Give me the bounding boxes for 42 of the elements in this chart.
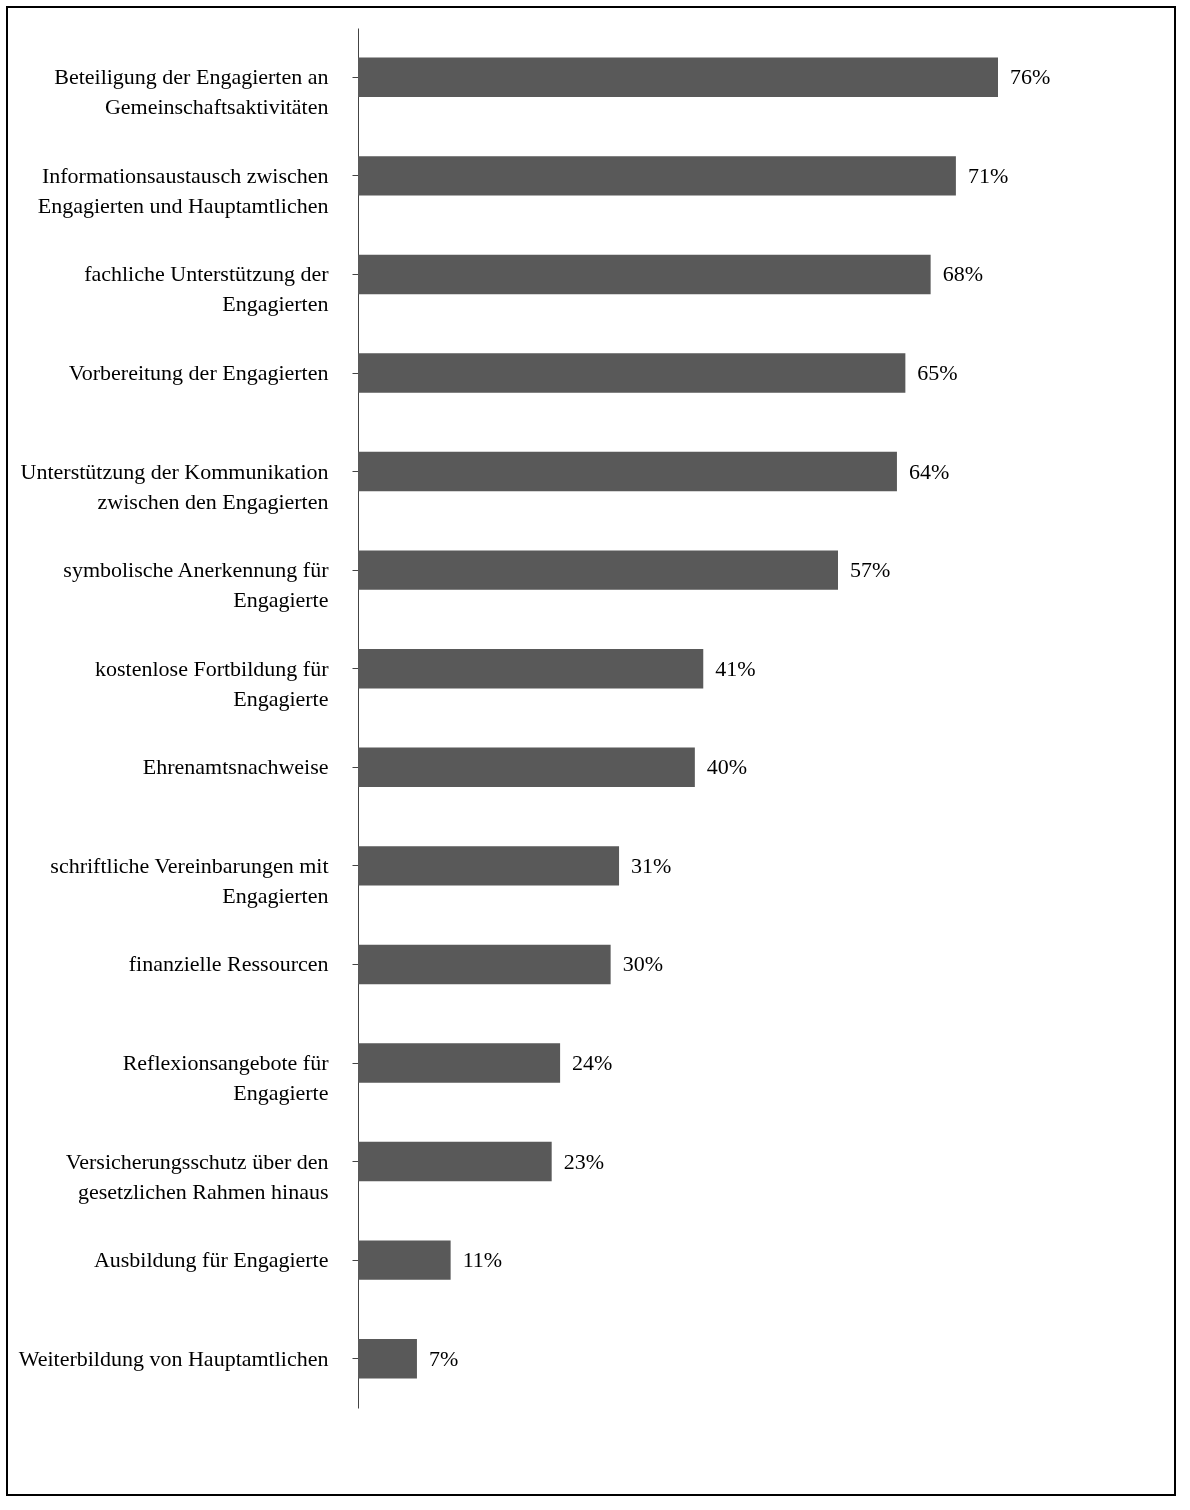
y-tick-label: Weiterbildung von Hauptamtlichen [18, 1345, 329, 1371]
data-label: 65% [917, 360, 958, 385]
bar [358, 944, 611, 985]
bar [358, 1043, 561, 1083]
bar [358, 550, 838, 590]
bar [358, 156, 956, 196]
data-label: 68% [942, 261, 983, 287]
y-tick-label: Reflexionsangebote für Engagierte [122, 1050, 330, 1105]
y-tick-label: Unterstützung der Kommunikation zwischen den Engagierten [20, 458, 329, 514]
bar [358, 649, 704, 689]
y-tick-label: schriftliche Vereinbarungen mit Engagierten [50, 852, 329, 908]
data-label: 24% [572, 1050, 613, 1075]
bar [358, 451, 897, 492]
data-label: 23% [563, 1148, 605, 1174]
y-tick-label: Informationsaustausch zwischen Engagierten und Hauptamtlichen [37, 162, 329, 218]
bar [358, 1240, 451, 1280]
y-tick-label: Beteiligung der Engagierten an Gemeinschaftsaktivitäten [54, 64, 329, 120]
y-tick-label: Versicherungsschutz über den gesetzlichen Rahmen hinaus [65, 1148, 329, 1204]
y-tick-label: finanzielle Ressourcen [128, 951, 329, 977]
bar [358, 57, 998, 97]
data-label: 41% [715, 655, 756, 681]
y-tick-label: kostenlose Fortbildung für Engagierte [95, 655, 330, 711]
y-tick-label: Ausbildung für Engagierte [93, 1247, 329, 1273]
bar [358, 846, 620, 886]
y-tick-label: Ehrenamtsnachweise [142, 754, 329, 780]
data-label: 11% [462, 1247, 503, 1273]
bar [358, 254, 931, 295]
bar [358, 1141, 552, 1182]
data-label: 7% [428, 1345, 459, 1371]
y-tick-label: symbolische Anerkennung für Engagierte [63, 557, 330, 613]
bar [358, 747, 695, 787]
data-label: 40% [706, 754, 748, 780]
y-tick-label: Vorbereitung der Engagierten [68, 360, 329, 385]
data-label: 31% [631, 852, 672, 878]
data-label: 76% [1010, 64, 1051, 90]
data-label: 57% [850, 557, 891, 583]
y-tick-label: fachliche Unterstützung der Engagierten [84, 261, 330, 317]
data-label: 30% [622, 951, 663, 977]
data-label: 64% [908, 458, 950, 484]
bar [358, 353, 906, 393]
data-label: 71% [967, 162, 1009, 188]
bar [358, 1339, 417, 1379]
